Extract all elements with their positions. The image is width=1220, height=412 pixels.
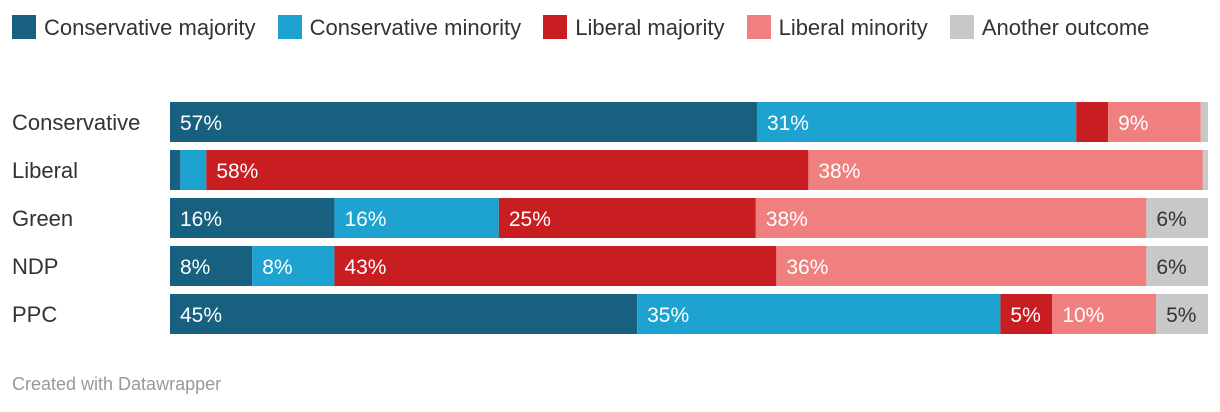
bar-conservative-conservative-majority [170, 102, 757, 142]
bar-liberal-another-outcome [1202, 150, 1208, 190]
value-label-green-another-outcome: 6% [1156, 208, 1186, 231]
row-label-green: Green [12, 206, 73, 231]
value-label-ppc-liberal-minority: 10% [1062, 304, 1104, 327]
value-label-ndp-liberal-minority: 36% [786, 256, 828, 279]
value-label-green-conservative-majority: 16% [180, 208, 222, 231]
bar-ppc-another-outcome [1156, 294, 1208, 334]
value-label-liberal-liberal-majority: 58% [216, 160, 258, 183]
value-label-conservative-conservative-minority: 31% [767, 112, 809, 135]
bar-liberal-conservative-majority [170, 150, 181, 190]
legend-swatch [746, 15, 771, 39]
bar-liberal-liberal-majority [206, 150, 809, 190]
legend-swatch [277, 15, 302, 39]
bar-ndp-liberal-majority [334, 246, 777, 286]
bar-ppc-liberal-minority [1052, 294, 1157, 334]
value-label-ppc-conservative-minority: 35% [647, 304, 689, 327]
bar-green-liberal-minority [755, 198, 1147, 238]
legend-swatch [949, 15, 974, 39]
row-label-ppc: PPC [12, 302, 57, 327]
bar-green-another-outcome [1146, 198, 1208, 238]
bar-conservative-liberal-minority [1108, 102, 1201, 142]
legend-label: Conservative minority [309, 15, 522, 40]
bar-green-conservative-minority [334, 198, 499, 238]
value-label-ppc-conservative-majority: 45% [180, 304, 222, 327]
legend-label: Liberal majority [575, 15, 725, 40]
row-label-liberal: Liberal [12, 158, 78, 183]
footer-credit: Created with Datawrapper [12, 374, 222, 394]
bar-ndp-conservative-minority [252, 246, 335, 286]
value-label-green-conservative-minority: 16% [344, 208, 386, 231]
value-label-ndp-liberal-majority: 43% [344, 256, 386, 279]
value-label-conservative-conservative-majority: 57% [180, 112, 222, 135]
bar-liberal-liberal-minority [808, 150, 1203, 190]
legend-swatch [12, 15, 36, 39]
legend-item-liberal-minority: Liberal minority [746, 10, 928, 46]
bar-ppc-liberal-majority [1000, 294, 1053, 334]
legend-item-conservative-minority: Conservative minority [277, 10, 522, 46]
value-label-ndp-conservative-minority: 8% [262, 256, 292, 279]
value-label-green-liberal-majority: 25% [509, 208, 551, 231]
value-label-ppc-liberal-majority: 5% [1010, 304, 1040, 327]
bar-ndp-liberal-minority [776, 246, 1147, 286]
legend-item-another-outcome: Another outcome [949, 10, 1150, 46]
stacked-bar-chart: Conservative 57% 31% 9% Liberal 58% 38% Green 16… [12, 102, 1208, 334]
value-label-liberal-liberal-minority: 38% [818, 160, 860, 183]
legend-item-liberal-majority: Liberal majority [543, 10, 724, 46]
bar-conservative-liberal-majority [1076, 102, 1109, 142]
bar-liberal-conservative-minority [180, 150, 207, 190]
legend-label: Conservative majority [44, 15, 256, 40]
bar-conservative-conservative-minority [756, 102, 1077, 142]
legend-swatch [543, 15, 568, 39]
bar-ppc-conservative-minority [637, 294, 1001, 334]
legend-label: Liberal minority [778, 15, 928, 40]
bar-conservative-another-outcome [1200, 102, 1208, 142]
row-label-ndp: NDP [12, 254, 58, 279]
value-label-green-liberal-minority: 38% [766, 208, 808, 231]
legend: Conservative majority Conservative minor… [12, 10, 1202, 46]
legend-item-conservative-majority: Conservative majority [12, 10, 256, 46]
row-label-conservative: Conservative [12, 110, 140, 135]
bar-ndp-conservative-majority [170, 246, 253, 286]
value-label-ndp-conservative-majority: 8% [180, 256, 210, 279]
value-label-ndp-another-outcome: 6% [1156, 256, 1186, 279]
value-label-ppc-another-outcome: 5% [1166, 304, 1196, 327]
bar-ndp-another-outcome [1146, 246, 1208, 286]
value-label-conservative-liberal-minority: 9% [1118, 112, 1148, 135]
bar-green-conservative-majority [170, 198, 335, 238]
bar-ppc-conservative-majority [170, 294, 638, 334]
bar-green-liberal-majority [498, 198, 756, 238]
legend-label: Another outcome [981, 15, 1150, 40]
